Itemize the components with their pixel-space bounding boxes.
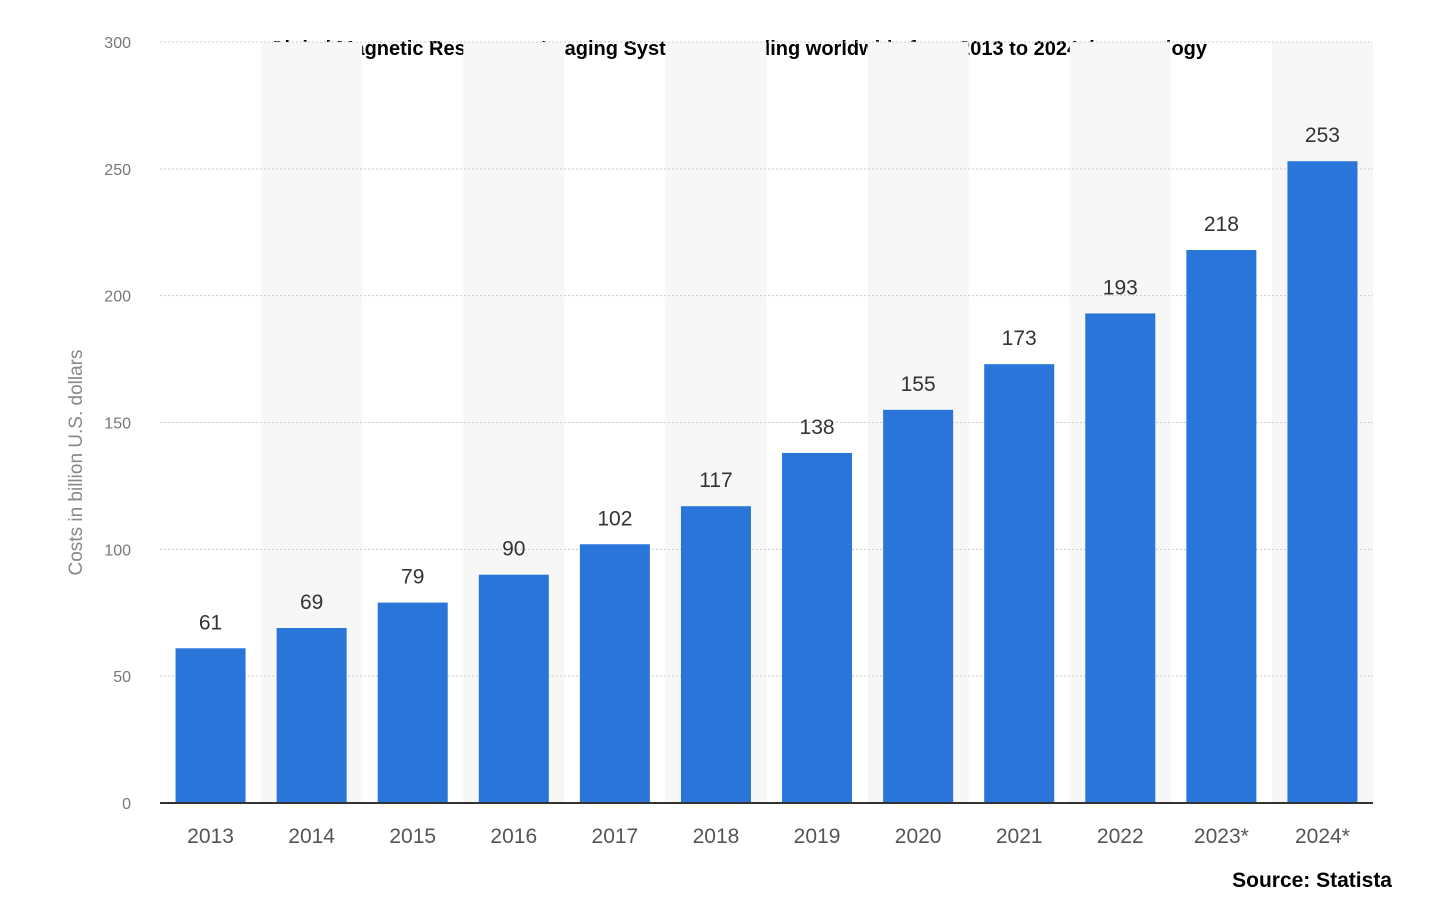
x-tick-label: 2020 [895, 825, 942, 848]
bar [782, 452, 853, 803]
x-tick-label: 2022 [1097, 825, 1144, 848]
data-label: 173 [1002, 327, 1037, 350]
bar [1287, 161, 1358, 803]
x-tick-label: 2017 [592, 825, 639, 848]
bar [680, 506, 751, 803]
x-tick-label: 2015 [389, 825, 436, 848]
y-axis-title: Costs in billion U.S. dollars [66, 350, 87, 576]
data-label: 253 [1305, 124, 1340, 147]
data-label: 90 [502, 538, 525, 561]
bar [276, 627, 347, 803]
data-label: 218 [1204, 213, 1239, 236]
bar [478, 574, 549, 803]
x-tick-label: 2023* [1194, 825, 1249, 848]
source-credit: Source: Statista [1232, 869, 1392, 892]
data-label: 138 [800, 416, 835, 439]
bar [579, 544, 650, 803]
bar [377, 602, 448, 803]
data-label: 193 [1103, 276, 1138, 299]
data-label: 117 [699, 469, 732, 492]
x-tick-label: 2021 [996, 825, 1043, 848]
bar [1186, 250, 1257, 804]
y-tick-label: 200 [104, 289, 131, 306]
x-tick-label: 2013 [187, 825, 234, 848]
y-tick-label: 300 [104, 35, 131, 52]
y-tick-label: 150 [104, 416, 131, 433]
y-tick-label: 250 [104, 162, 131, 179]
data-label: 69 [300, 591, 323, 614]
x-tick-label: 2014 [288, 825, 335, 848]
data-label: 155 [901, 373, 936, 396]
bar [175, 648, 246, 803]
x-tick-label: 2018 [693, 825, 740, 848]
bar [883, 409, 954, 803]
data-label: 79 [401, 566, 424, 589]
x-tick-label: 2016 [490, 825, 537, 848]
y-tick-label: 0 [122, 796, 131, 813]
bar [984, 364, 1055, 803]
data-label: 61 [199, 611, 222, 634]
y-tick-label: 50 [113, 669, 131, 686]
y-tick-label: 100 [104, 542, 131, 559]
x-tick-label: 2024* [1295, 825, 1350, 848]
data-label: 102 [597, 507, 632, 530]
bar [1085, 313, 1156, 803]
x-tick-label: 2019 [794, 825, 841, 848]
